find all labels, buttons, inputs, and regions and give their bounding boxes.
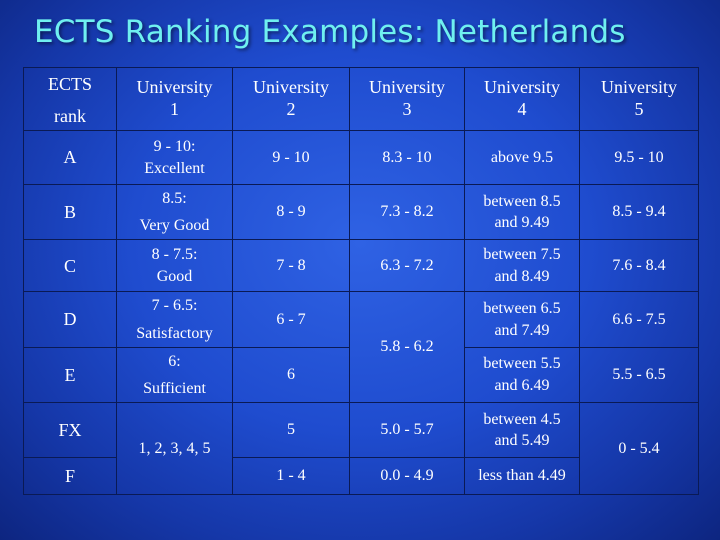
- table-row-b: B 8.5: Very Good 8 - 9 7.3 - 8.2 between …: [23, 183, 699, 241]
- header-university-3: University 3: [349, 67, 465, 131]
- table-cell: 8.3 - 10: [349, 130, 465, 185]
- table-cell-merged: 5.8 - 6.2: [349, 291, 465, 404]
- table-row-d: D 7 - 6.5: Satisfactory 6 - 7 5.8 - 6.2 b…: [23, 291, 699, 404]
- header-university-5: University 5: [579, 67, 699, 131]
- rank-cell: B: [23, 183, 117, 241]
- table-cell: 8 - 7.5: Good: [116, 239, 233, 293]
- rank-cell: FX: [23, 402, 117, 459]
- table-cell: 7 - 6.5: Satisfactory: [116, 291, 233, 348]
- slide-title: ECTS Ranking Examples: Netherlands: [34, 14, 626, 50]
- rank-cell: E: [23, 346, 117, 404]
- table-cell: 6.6 - 7.5: [579, 291, 699, 348]
- table-cell: 9 - 10: [232, 130, 350, 185]
- table-cell: 8.5 - 9.4: [579, 183, 699, 241]
- rank-cell: C: [23, 239, 117, 293]
- table-cell: 1 - 4: [232, 457, 350, 496]
- table-cell: 6.3 - 7.2: [349, 239, 465, 293]
- table-cell-merged: 1, 2, 3, 4, 5: [116, 402, 233, 496]
- table-cell: 7.6 - 8.4: [579, 239, 699, 293]
- table-cell: above 9.5: [464, 130, 580, 185]
- header-university-2: University 2: [232, 67, 350, 131]
- table-cell: 9 - 10: Excellent: [116, 130, 233, 185]
- header-university-4: University 4: [464, 67, 580, 131]
- ects-ranking-table: ECTS rank University 1 University 2 Univer…: [23, 67, 699, 496]
- table-row-c: C 8 - 7.5: Good 7 - 8 6.3 - 7.2 between 7…: [23, 239, 699, 293]
- table-cell: 6: [232, 346, 350, 404]
- table-cell: 5.0 - 5.7: [349, 402, 465, 459]
- table-cell: 9.5 - 10: [579, 130, 699, 185]
- table-cell: between 8.5 and 9.49: [464, 183, 580, 241]
- rank-cell: A: [23, 130, 117, 185]
- table-cell: less than 4.49: [464, 457, 580, 496]
- table-row-e: E 6: Sufficient 6 between 5.5 and 6.49 5.5…: [23, 346, 699, 404]
- table-cell: 0.0 - 4.9: [349, 457, 465, 496]
- table-cell: 6 - 7: [232, 291, 350, 348]
- table-row-a: A 9 - 10: Excellent 9 - 10 8.3 - 10 above…: [23, 130, 699, 185]
- table-cell: 7.3 - 8.2: [349, 183, 465, 241]
- table-cell: 5: [232, 402, 350, 459]
- header-row: ECTS rank University 1 University 2 Univer…: [23, 67, 699, 131]
- table-cell: between 5.5 and 6.49: [464, 346, 580, 404]
- table-cell: 5.5 - 6.5: [579, 346, 699, 404]
- table-cell: 6: Sufficient: [116, 346, 233, 404]
- header-ects-rank: ECTS rank: [23, 67, 117, 131]
- table-row-fx: FX 1, 2, 3, 4, 5 5 5.0 - 5.7 between 4.5…: [23, 402, 699, 496]
- table-cell: 8.5: Very Good: [116, 183, 233, 241]
- table-cell-merged: 0 - 5.4: [579, 402, 699, 496]
- table-cell: between 6.5 and 7.49: [464, 291, 580, 348]
- rank-cell: D: [23, 291, 117, 348]
- table-cell: 8 - 9: [232, 183, 350, 241]
- header-university-1: University 1: [116, 67, 233, 131]
- table-cell: 7 - 8: [232, 239, 350, 293]
- table-cell: between 4.5 and 5.49: [464, 402, 580, 459]
- table-cell: between 7.5 and 8.49: [464, 239, 580, 293]
- table-row-f: F 1 - 4 0.0 - 4.9 less than 4.49: [23, 457, 699, 496]
- rank-cell: F: [23, 457, 117, 496]
